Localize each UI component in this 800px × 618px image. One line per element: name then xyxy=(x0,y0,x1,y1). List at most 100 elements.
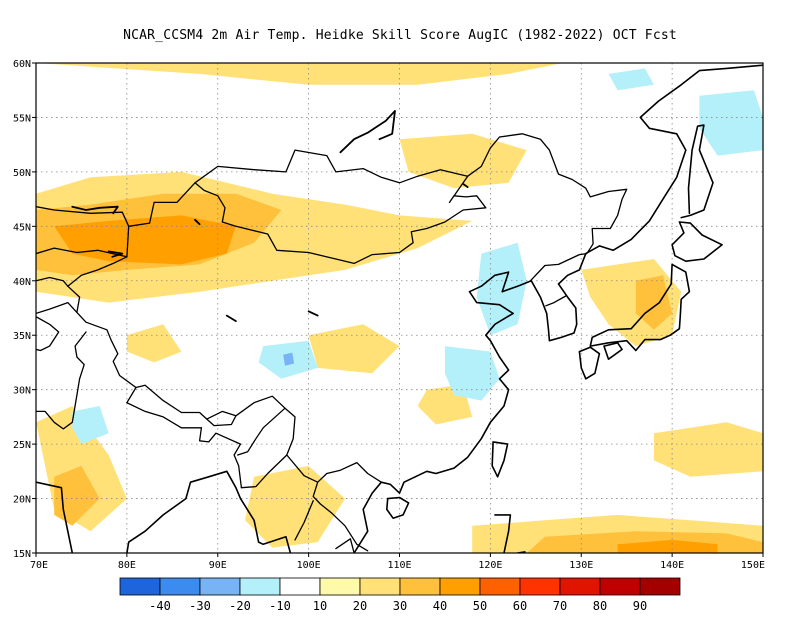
border-line-16 xyxy=(240,454,288,489)
lon-tick-label: 130E xyxy=(569,560,593,571)
skill-region-6 xyxy=(635,275,673,330)
skill-region-22 xyxy=(608,68,654,91)
coastline-9 xyxy=(491,441,509,478)
colorbar-label: 60 xyxy=(513,599,527,613)
lon-tick-label: 150E xyxy=(741,560,765,571)
country-borders-layer xyxy=(36,133,628,553)
border-line-15 xyxy=(237,407,286,456)
lake-outline-1 xyxy=(71,205,119,215)
lake-outline-4 xyxy=(225,314,237,323)
colorbar-swatch xyxy=(639,577,681,596)
skill-region-11 xyxy=(54,465,100,526)
border-line-1 xyxy=(194,175,487,265)
colorbar-label: -20 xyxy=(229,599,251,613)
lon-tick-label: 90E xyxy=(209,560,227,571)
border-line-3 xyxy=(545,295,567,307)
colorbar-label: -30 xyxy=(189,599,211,613)
colorbar-label: 90 xyxy=(633,599,647,613)
skill-region-14 xyxy=(308,324,400,374)
lat-tick-label: 25N xyxy=(13,440,31,451)
colorbar-label: 30 xyxy=(393,599,407,613)
lat-lon-gridlines xyxy=(36,63,763,553)
skill-region-12 xyxy=(245,465,345,548)
coastlines-layer xyxy=(36,64,763,553)
skill-region-9 xyxy=(617,539,718,553)
lake-outline-6 xyxy=(462,182,469,189)
colorbar-swatch xyxy=(159,577,201,596)
skill-region-4 xyxy=(399,133,527,189)
border-line-13 xyxy=(206,415,237,427)
coastline-6 xyxy=(589,263,691,352)
lon-tick-label: 140E xyxy=(660,560,684,571)
colorbar-swatch xyxy=(399,577,441,596)
border-line-4 xyxy=(67,285,382,483)
colorbar-label: 40 xyxy=(433,599,447,613)
skill-region-13 xyxy=(653,422,763,477)
lon-tick-label: 80E xyxy=(118,560,136,571)
coastline-10 xyxy=(385,496,410,520)
colorbar-swatch xyxy=(439,577,481,596)
lake-outline-2 xyxy=(107,250,124,258)
border-line-6 xyxy=(36,316,60,352)
lat-tick-label: 35N xyxy=(13,331,31,342)
border-line-9 xyxy=(36,247,128,258)
lat-tick-label: 60N xyxy=(13,59,31,70)
colorbar-label: 70 xyxy=(553,599,567,613)
coastline-11 xyxy=(494,514,512,553)
page-title: NCAR_CCSM4 2m Air Temp. Heidke Skill Sco… xyxy=(123,28,677,43)
colorbar-swatch xyxy=(559,577,601,596)
coastline-1 xyxy=(126,470,292,553)
colorbar-legend: -40 -30 -20 -10 10 20 30 40 50 60 70 80 90 xyxy=(119,577,681,613)
border-line-0 xyxy=(67,133,628,287)
border-line-17 xyxy=(312,481,369,552)
colorbar-label: 20 xyxy=(353,599,367,613)
colorbar-swatch xyxy=(119,577,161,596)
colorbar-swatch xyxy=(519,577,561,596)
skill-region-18 xyxy=(476,242,527,336)
lakes-rivers-layer xyxy=(71,110,469,323)
border-line-7 xyxy=(36,331,87,430)
border-line-2 xyxy=(529,252,588,282)
border-line-14 xyxy=(198,427,243,489)
lat-tick-label: 45N xyxy=(13,222,31,233)
lake-outline-3 xyxy=(194,218,201,226)
map-area xyxy=(36,63,763,553)
lat-tick-label: 55N xyxy=(13,113,31,124)
colorbar-swatch xyxy=(319,577,361,596)
border-line-11 xyxy=(126,386,137,404)
lon-tick-label: 120E xyxy=(478,560,502,571)
border-line-12 xyxy=(126,402,203,429)
skill-region-19 xyxy=(444,346,500,401)
colorbar-swatch xyxy=(479,577,521,596)
colorbar-swatch xyxy=(199,577,241,596)
skill-region-17 xyxy=(699,90,763,156)
lake-outline-0 xyxy=(339,110,396,154)
colorbar-swatch xyxy=(239,577,281,596)
lat-tick-label: 15N xyxy=(13,549,31,560)
lon-tick-label: 110E xyxy=(387,560,411,571)
coastline-5 xyxy=(671,221,723,263)
coastline-8 xyxy=(603,341,623,361)
lat-tick-label: 50N xyxy=(13,168,31,179)
lat-tick-label: 20N xyxy=(13,495,31,506)
border-line-10 xyxy=(36,206,130,227)
coastline-0 xyxy=(36,481,74,553)
lon-tick-label: 70E xyxy=(30,560,48,571)
longitude-axis: 70E 80E 90E 100E 110E 120E 130E 140E 150E xyxy=(30,553,765,571)
border-line-5 xyxy=(36,301,78,315)
colorbar-label: 80 xyxy=(593,599,607,613)
colorbar-swatch xyxy=(599,577,641,596)
border-line-18 xyxy=(294,500,314,541)
colorbar-label: 50 xyxy=(473,599,487,613)
lon-tick-label: 100E xyxy=(297,560,321,571)
border-line-19 xyxy=(335,538,355,553)
colorbar-label: -40 xyxy=(149,599,171,613)
coastline-3 xyxy=(353,64,763,553)
coastline-7 xyxy=(578,346,601,380)
lat-tick-label: 40N xyxy=(13,277,31,288)
colorbar-swatch xyxy=(359,577,401,596)
skill-region-21 xyxy=(72,406,109,445)
lat-tick-label: 30N xyxy=(13,386,31,397)
coastline-4 xyxy=(680,124,714,219)
skill-region-16 xyxy=(126,324,182,363)
